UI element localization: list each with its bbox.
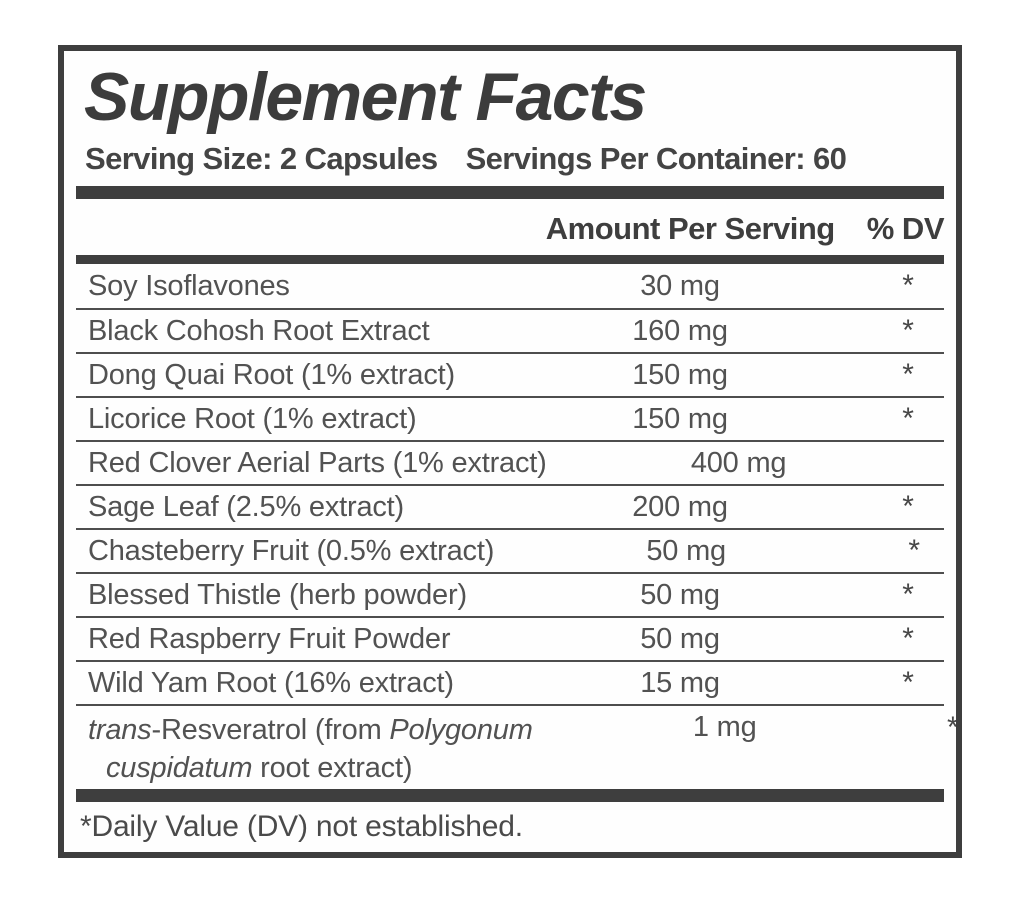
footnote: *Daily Value (DV) not established. [80,810,523,843]
ingredient-row: Sage Leaf (2.5% extract) 200 mg * [76,484,944,528]
ingredient-name: Blessed Thistle (herb powder) [88,578,467,611]
serving-info: Serving Size: 2 Capsules Servings Per Co… [85,141,956,177]
column-header-amount: Amount Per Serving [545,211,836,246]
ingredient-dv: * [902,578,914,611]
ingredient-row: Blessed Thistle (herb powder) 50 mg * [76,572,944,616]
ingredient-dv: * [931,446,956,480]
ingredient-name-italic-species: cuspidatum [106,752,253,784]
column-header-dv: % DV [866,211,945,246]
serving-size: Serving Size: 2 Capsules [85,141,438,176]
ingredient-amount: 50 mg [640,622,720,655]
ingredient-name: Red Raspberry Fruit Powder [88,622,451,655]
ingredient-name: Red Clover Aerial Parts (1% extract) [88,446,547,479]
ingredient-name: Black Cohosh Root Extract [88,314,430,347]
servings-per-container: Servings Per Container: 60 [465,141,847,176]
ingredient-amount: 200 mg [632,490,728,523]
ingredient-row: Soy Isoflavones 30 mg * [76,264,944,308]
ingredient-dv: * [902,666,914,699]
ingredient-dv: * [908,534,920,567]
ingredient-row: Dong Quai Root (1% extract) 150 mg * [76,352,944,396]
ingredient-name: Soy Isoflavones [88,269,290,302]
ingredient-name: Sage Leaf (2.5% extract) [88,490,404,523]
ingredient-name-italic-genus: Polygonum [389,714,533,746]
panel-title: Supplement Facts [84,59,647,135]
ingredient-dv: * [946,711,959,744]
divider-header-bottom [76,255,944,264]
ingredient-name-italic-prefix: trans [88,714,152,746]
column-headers: Amount Per Serving % DV [76,209,945,249]
ingredient-amount: 1 mg [692,711,757,743]
ingredient-row: trans-Resveratrol (from Polygonum cuspid… [76,704,956,787]
ingredient-table: Soy Isoflavones 30 mg * Black Cohosh Roo… [76,264,956,787]
ingredient-amount: 50 mg [646,534,726,567]
ingredient-amount: 150 mg [632,402,728,435]
supplement-facts-panel: Supplement Facts Serving Size: 2 Capsule… [58,45,962,858]
ingredient-name-regular: -Resveratrol (from [151,714,390,746]
ingredient-name: Licorice Root (1% extract) [88,402,417,435]
ingredient-dv: * [902,490,914,523]
ingredient-amount: 30 mg [640,269,720,302]
ingredient-amount: 15 mg [640,666,720,699]
ingredient-name-line2: cuspidatum root extract) [88,749,533,787]
ingredient-amount: 400 mg [690,446,787,479]
ingredient-row: Black Cohosh Root Extract 160 mg * [76,308,944,352]
ingredient-amount: 150 mg [632,358,728,391]
ingredient-row: Wild Yam Root (16% extract) 15 mg * [76,660,944,704]
ingredient-name-line1: trans-Resveratrol (from Polygonum [88,711,533,749]
ingredient-row: Chasteberry Fruit (0.5% extract) 50 mg * [76,528,944,572]
ingredient-name: Chasteberry Fruit (0.5% extract) [88,534,495,567]
ingredient-name-line2-regular: root extract) [252,752,413,784]
ingredient-row: Licorice Root (1% extract) 150 mg * [76,396,944,440]
ingredient-row: Red Raspberry Fruit Powder 50 mg * [76,616,944,660]
ingredient-name: Wild Yam Root (16% extract) [88,666,454,699]
divider-thick-bottom [76,789,944,802]
ingredient-dv: * [902,622,914,655]
ingredient-dv: * [902,402,914,435]
ingredient-amount: 50 mg [640,578,720,611]
ingredient-row: Red Clover Aerial Parts (1% extract) 400… [76,440,944,484]
ingredient-name: trans-Resveratrol (from Polygonum cuspid… [76,711,533,787]
ingredient-dv: * [902,314,914,347]
divider-thick-top [76,186,944,199]
ingredient-amount: 160 mg [632,314,728,347]
ingredient-dv: * [902,358,914,391]
ingredient-name: Dong Quai Root (1% extract) [88,358,455,391]
ingredient-dv: * [902,269,914,302]
